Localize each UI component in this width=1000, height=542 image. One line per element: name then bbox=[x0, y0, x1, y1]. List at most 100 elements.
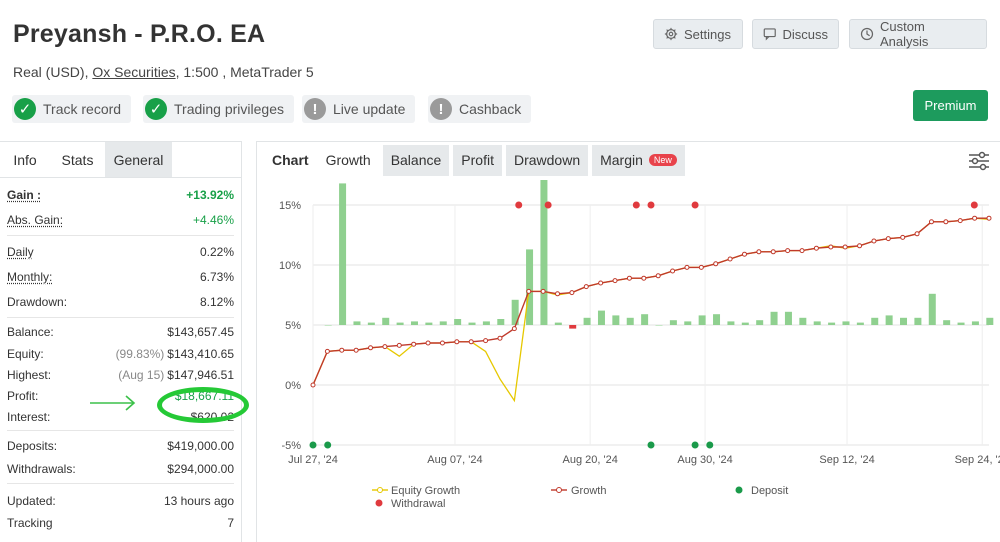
badge-label: Live update bbox=[333, 101, 405, 117]
tab-stats[interactable]: Stats bbox=[50, 142, 105, 177]
growth-point bbox=[541, 289, 545, 293]
tab-profit[interactable]: Profit bbox=[453, 145, 502, 176]
growth-point bbox=[800, 249, 804, 253]
x-tick-label: Jul 27, '24 bbox=[288, 454, 338, 466]
badge-cashback[interactable]: ! Cashback bbox=[428, 95, 531, 123]
premium-button[interactable]: Premium bbox=[913, 90, 988, 121]
growth-point bbox=[426, 341, 430, 345]
bar bbox=[771, 312, 778, 325]
stat-label[interactable]: Gain : bbox=[7, 188, 41, 202]
exclamation-icon: ! bbox=[430, 98, 452, 120]
divider bbox=[7, 235, 234, 236]
growth-point bbox=[858, 244, 862, 248]
x-axis: Jul 27, '24 Aug 07, '24 Aug 20, '24 Aug 30,… bbox=[288, 454, 1000, 466]
stat-label: Highest: bbox=[7, 368, 51, 382]
growth-point bbox=[627, 276, 631, 280]
exclamation-icon: ! bbox=[304, 98, 326, 120]
stat-label[interactable]: Abs. Gain: bbox=[7, 213, 63, 227]
tab-balance[interactable]: Balance bbox=[383, 145, 450, 176]
growth-point bbox=[412, 342, 416, 346]
tab-info[interactable]: Info bbox=[0, 142, 50, 177]
growth-point bbox=[527, 289, 531, 293]
legend-growth-swatch-dot bbox=[557, 488, 562, 493]
growth-point bbox=[397, 343, 401, 347]
stat-label: Tracking bbox=[7, 516, 53, 530]
stat-label[interactable]: Daily bbox=[7, 245, 34, 259]
badge-track-record[interactable]: ✓ Track record bbox=[12, 95, 131, 123]
stat-value: $147,946.51 bbox=[167, 368, 234, 382]
deposit-marker bbox=[648, 442, 655, 449]
discuss-label: Discuss bbox=[782, 27, 828, 42]
growth-point bbox=[829, 245, 833, 249]
clock-icon bbox=[860, 27, 874, 41]
growth-point bbox=[685, 265, 689, 269]
settings-button[interactable]: Settings bbox=[653, 19, 743, 49]
growth-point bbox=[786, 249, 790, 253]
tab-growth[interactable]: Growth bbox=[318, 145, 379, 176]
bar bbox=[785, 312, 792, 325]
tab-margin[interactable]: Margin New bbox=[592, 145, 685, 176]
badge-trading-privileges[interactable]: ✓ Trading privileges bbox=[143, 95, 294, 123]
stat-value: 8.12% bbox=[200, 295, 234, 309]
growth-point bbox=[742, 252, 746, 256]
chart-panel: Chart Growth Balance Profit Drawdown Mar… bbox=[256, 141, 1000, 542]
bar bbox=[814, 321, 821, 325]
bar bbox=[742, 323, 749, 325]
bar bbox=[497, 319, 504, 325]
x-tick-label: Aug 30, '24 bbox=[677, 454, 732, 466]
x-tick-label: Aug 07, '24 bbox=[427, 454, 482, 466]
stat-label: Balance: bbox=[7, 325, 54, 339]
bar bbox=[425, 323, 432, 325]
growth-point bbox=[671, 269, 675, 273]
stat-label: Deposits: bbox=[7, 439, 57, 453]
stat-equity: Equity: (99.83%) $143,410.65 bbox=[7, 343, 234, 364]
bar bbox=[526, 249, 533, 325]
filter-settings-icon[interactable] bbox=[968, 151, 990, 171]
bar bbox=[353, 321, 360, 325]
equity-percent: (99.83%) bbox=[116, 347, 165, 361]
broker-link[interactable]: Ox Securities bbox=[92, 64, 175, 80]
bar bbox=[325, 325, 332, 326]
custom-analysis-button[interactable]: Custom Analysis bbox=[849, 19, 987, 49]
check-icon: ✓ bbox=[145, 98, 167, 120]
growth-point bbox=[915, 232, 919, 236]
annotation-circle bbox=[157, 387, 249, 423]
growth-point bbox=[958, 219, 962, 223]
badge-label: Track record bbox=[43, 101, 121, 117]
bar bbox=[871, 318, 878, 325]
growth-chart: 15%10%5%0%-5% Jul 27, '24 Aug 07, '24 Aug … bbox=[257, 180, 1000, 542]
growth-point bbox=[498, 336, 502, 340]
stat-label[interactable]: Monthly: bbox=[7, 270, 52, 284]
growth-point bbox=[944, 220, 948, 224]
stat-value: $143,657.45 bbox=[167, 325, 234, 339]
tab-drawdown[interactable]: Drawdown bbox=[506, 145, 588, 176]
y-tick-label: 5% bbox=[285, 320, 301, 332]
growth-point bbox=[354, 348, 358, 352]
growth-point bbox=[771, 250, 775, 254]
check-icon: ✓ bbox=[14, 98, 36, 120]
deposit-marker bbox=[706, 442, 713, 449]
stats-list: Gain : +13.92% Abs. Gain: +4.46% Daily 0… bbox=[0, 182, 241, 531]
growth-point bbox=[469, 340, 473, 344]
growth-point bbox=[584, 285, 588, 289]
growth-line bbox=[313, 218, 989, 385]
bar bbox=[368, 323, 375, 325]
bar bbox=[397, 323, 404, 325]
growth-point bbox=[901, 235, 905, 239]
stat-drawdown: Drawdown: 8.12% bbox=[7, 289, 234, 314]
stat-value: +4.46% bbox=[193, 213, 234, 227]
growth-point bbox=[714, 262, 718, 266]
new-badge: New bbox=[649, 154, 677, 166]
stat-label: Interest: bbox=[7, 410, 50, 424]
growth-point bbox=[929, 220, 933, 224]
chat-icon bbox=[763, 27, 776, 41]
badge-live-update[interactable]: ! Live update bbox=[302, 95, 415, 123]
withdrawal-marker bbox=[648, 202, 655, 209]
bar bbox=[641, 314, 648, 325]
growth-point bbox=[484, 339, 488, 343]
bar bbox=[972, 321, 979, 325]
stat-value: $294,000.00 bbox=[167, 462, 234, 476]
discuss-button[interactable]: Discuss bbox=[752, 19, 839, 49]
withdrawal-marker bbox=[633, 202, 640, 209]
tab-general[interactable]: General bbox=[105, 142, 172, 177]
